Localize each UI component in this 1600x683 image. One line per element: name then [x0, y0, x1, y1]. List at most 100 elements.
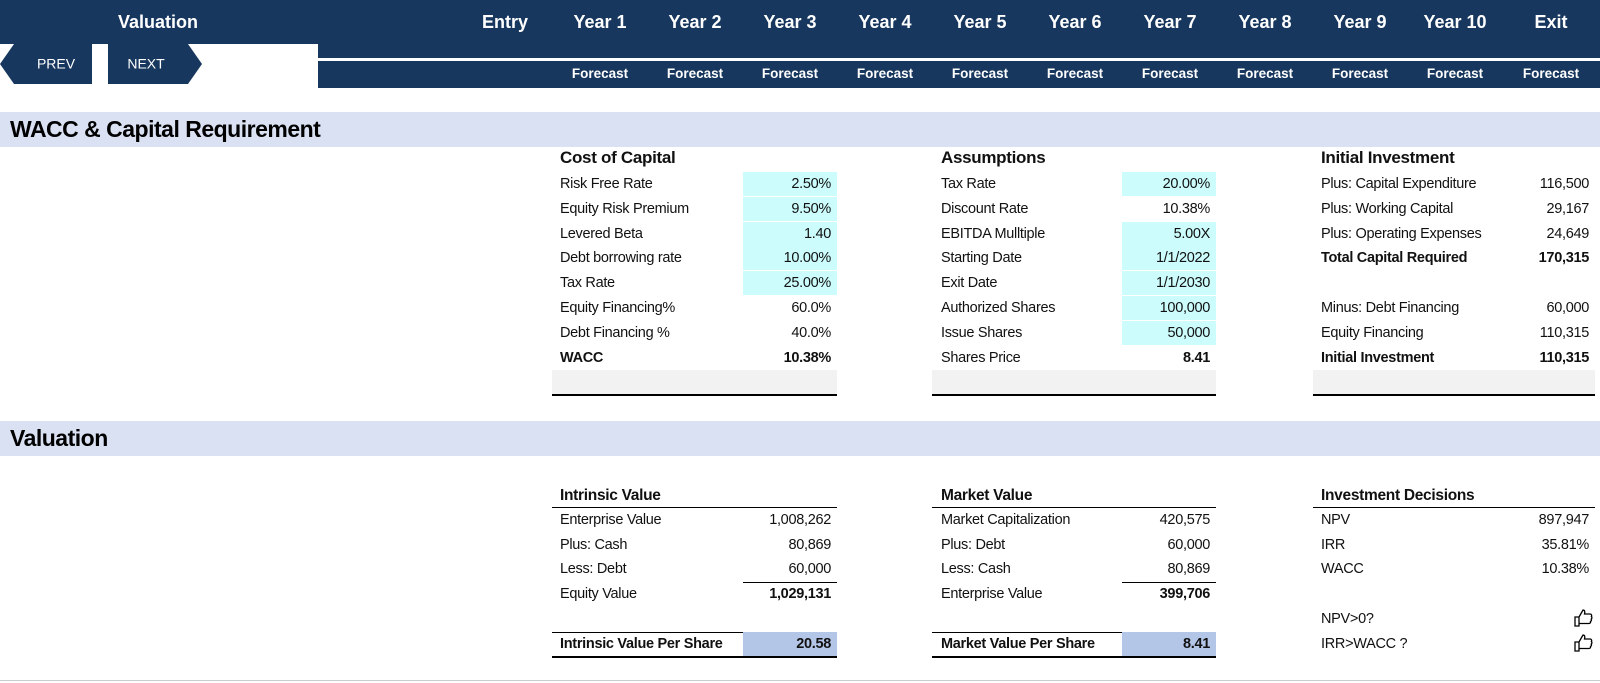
row-label: Plus: Debt [941, 536, 1005, 553]
row-value: 80,869 [788, 536, 831, 553]
row-label: Intrinsic Value Per Share [560, 636, 723, 652]
panel-rule [1313, 394, 1595, 396]
panel-footer [932, 370, 1216, 394]
column-subheader: Forecast [1046, 66, 1104, 81]
column-header: Year 3 [763, 12, 817, 32]
panel-rule [932, 394, 1216, 396]
column-header: Exit [1534, 12, 1568, 32]
row-value: 2.50% [791, 176, 831, 192]
column-subheader: Forecast [856, 66, 914, 81]
column-header: Year 5 [953, 12, 1007, 32]
input-cell [1122, 246, 1216, 271]
row-value: 10.38% [783, 349, 832, 366]
column-header: Year 6 [1048, 12, 1102, 32]
bottom-border [0, 680, 1600, 681]
row-label: Less: Cash [941, 561, 1011, 578]
section-band [0, 112, 1600, 147]
row-label: Enterprise Value [560, 512, 662, 528]
nav-buttons: PREV NEXT [0, 44, 202, 84]
row-label: Plus: Working Capital [1321, 200, 1454, 217]
input-cell [1122, 296, 1216, 320]
row-value: 20.00% [1162, 176, 1211, 192]
row-value: 5.00X [1173, 225, 1211, 242]
next-label[interactable]: NEXT [127, 56, 165, 72]
row-value: 100,000 [1159, 300, 1211, 316]
column-subheader: Forecast [1236, 66, 1294, 81]
thumbs-up-icon [1573, 633, 1593, 653]
row-label: Starting Date [941, 250, 1022, 267]
column-header: Year 4 [858, 12, 912, 32]
prev-label[interactable]: PREV [37, 56, 76, 72]
row-value: 1/1/2022 [1155, 250, 1210, 267]
row-label: Plus: Capital Expenditure [1321, 176, 1477, 192]
row-value: 8.41 [1182, 349, 1210, 366]
row-label: Tax Rate [560, 275, 615, 292]
next-button[interactable] [108, 44, 202, 84]
row-value: 1.40 [803, 225, 831, 242]
input-cell [743, 221, 837, 246]
per-share-rule [932, 656, 1216, 658]
column-subheader: Forecast [761, 66, 819, 81]
row-value: 10.38% [1162, 200, 1211, 217]
row-value: 35.81% [1541, 536, 1590, 553]
input-cell [743, 246, 837, 271]
header-stripe [318, 44, 1600, 58]
column-header: Year 7 [1143, 12, 1197, 32]
row-label: Equity Financing% [560, 300, 675, 316]
prev-button[interactable] [0, 44, 92, 84]
row-value: 29,167 [1546, 200, 1589, 217]
section-band [0, 421, 1600, 456]
forecast-bar [318, 61, 1600, 88]
column-subheader: Forecast [1141, 66, 1199, 81]
row-label: Equity Financing [1321, 324, 1424, 341]
panel-title: Investment Decisions [1321, 487, 1475, 504]
column-header: Year 9 [1333, 12, 1387, 32]
row-label: Plus: Operating Expenses [1321, 225, 1482, 242]
column-subheader: Forecast [571, 66, 629, 81]
row-value: 60.0% [791, 300, 831, 316]
input-cell [743, 196, 837, 221]
row-label: Market Capitalization [941, 512, 1071, 528]
input-cell [1122, 320, 1216, 345]
row-value: 20.58 [796, 636, 831, 652]
row-value: 1,008,262 [769, 512, 831, 528]
row-value: 399,706 [1159, 585, 1211, 602]
row-label: Enterprise Value [941, 585, 1043, 602]
column-subheader: Forecast [1522, 66, 1580, 81]
row-label: Debt borrowing rate [560, 250, 682, 267]
column-header: Entry [481, 12, 528, 32]
row-value: 60,000 [1167, 536, 1210, 553]
row-label: Equity Value [560, 585, 637, 602]
title-rule [1313, 507, 1595, 508]
row-value: 60,000 [788, 561, 831, 578]
panel-title: Assumptions [941, 148, 1046, 167]
row-label: Discount Rate [941, 200, 1029, 217]
row-value: 10.00% [783, 250, 832, 267]
row-value: 80,869 [1167, 561, 1210, 578]
row-label: WACC [560, 349, 604, 366]
row-label: Total Capital Required [1321, 250, 1468, 267]
row-label: WACC [1321, 561, 1364, 578]
row-value: 116,500 [1539, 176, 1590, 192]
column-header: Year 8 [1238, 12, 1292, 32]
row-value: 60,000 [1546, 300, 1589, 316]
section-title: WACC & Capital Requirement [10, 116, 321, 142]
row-label: Exit Date [941, 275, 998, 292]
check-label: NPV>0? [1321, 611, 1374, 627]
row-label: Risk Free Rate [560, 176, 653, 192]
row-value: 110,315 [1539, 324, 1590, 341]
row-label: Authorized Shares [941, 300, 1056, 316]
per-share-rule [552, 632, 837, 633]
row-label: Levered Beta [560, 225, 643, 242]
row-value: 8.41 [1182, 636, 1210, 652]
row-label: Plus: Cash [560, 536, 628, 553]
row-value: 9.50% [791, 200, 831, 217]
panel-rule [552, 394, 837, 396]
panel-title: Intrinsic Value [560, 487, 661, 504]
row-label: Tax Rate [941, 176, 996, 192]
row-value: 1/1/2030 [1155, 275, 1210, 292]
title-rule [552, 507, 837, 508]
panel-title: Market Value [941, 487, 1033, 504]
row-label: NPV [1321, 512, 1350, 528]
row-label: Shares Price [941, 349, 1021, 366]
